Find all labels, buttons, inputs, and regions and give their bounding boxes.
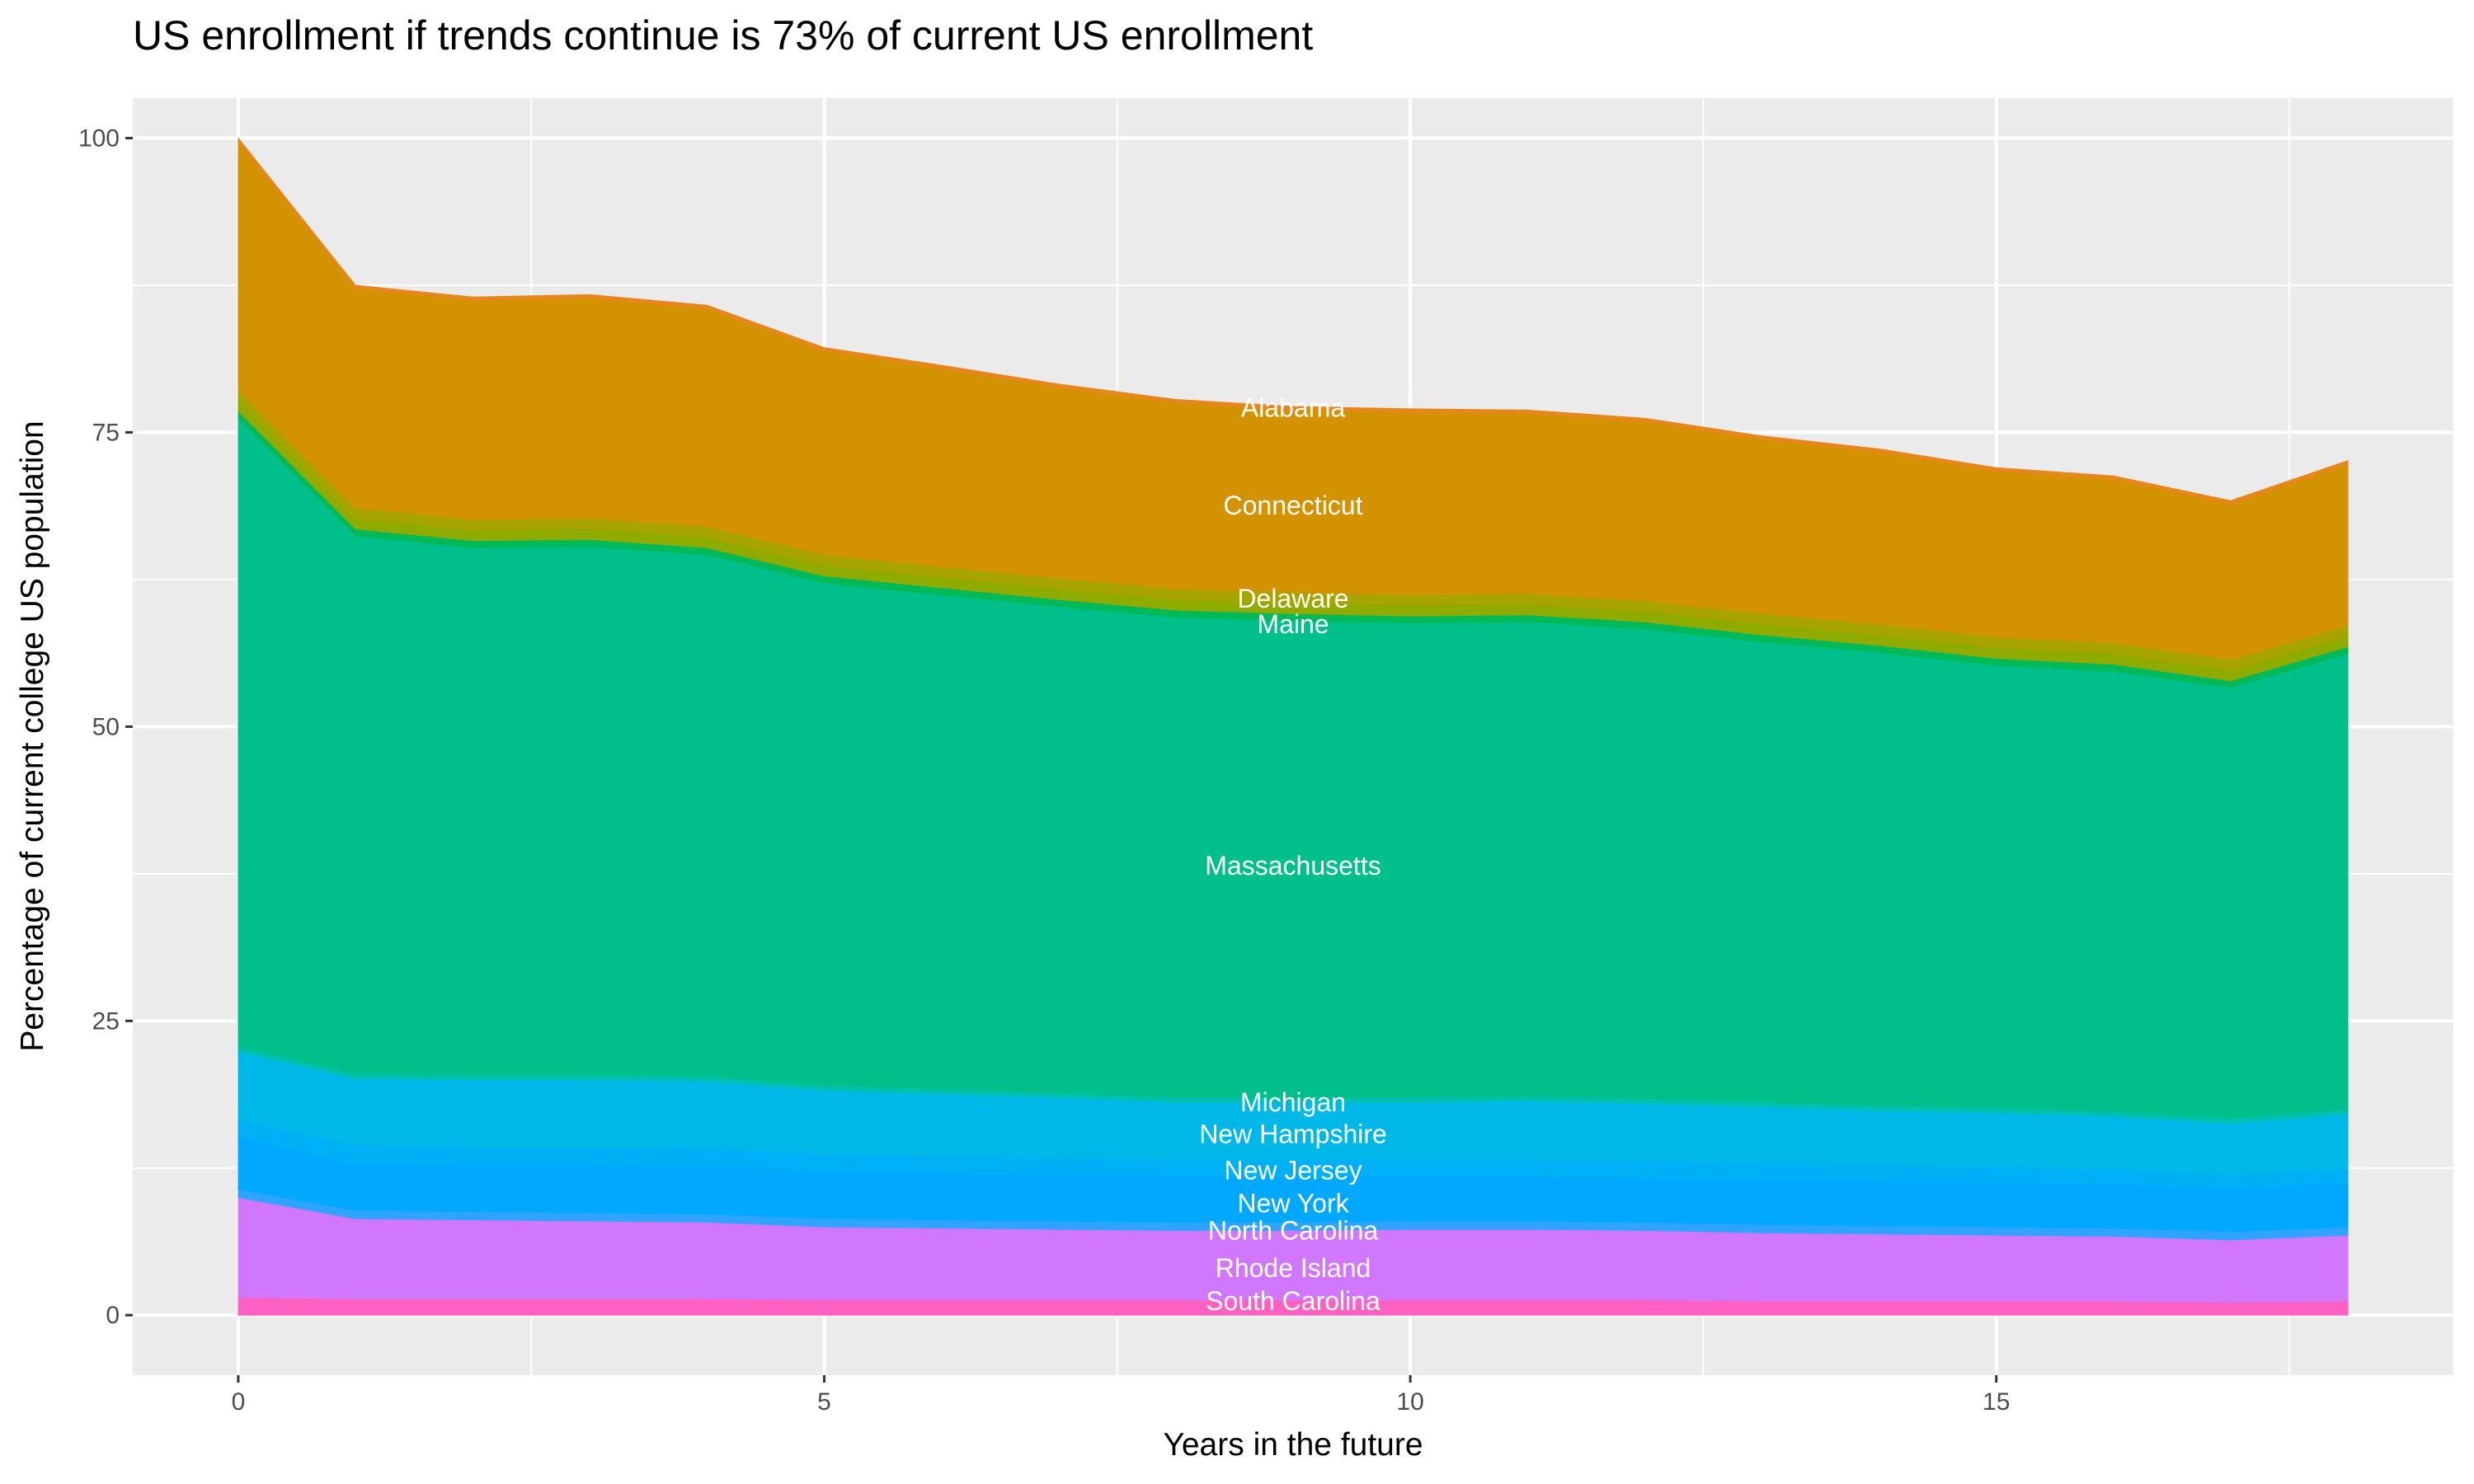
x-axis-label: Years in the future bbox=[1163, 1427, 1423, 1463]
area-other bbox=[238, 137, 2349, 505]
y-tick-label: 100 bbox=[78, 125, 120, 153]
x-tick-label: 5 bbox=[817, 1388, 831, 1416]
area-label: New Jersey bbox=[1224, 1156, 1362, 1186]
y-tick-label: 0 bbox=[106, 1302, 120, 1329]
y-axis-label: Percentage of current college US populat… bbox=[15, 420, 50, 1051]
y-tick-label: 25 bbox=[92, 1007, 120, 1035]
area-label: North Carolina bbox=[1208, 1215, 1379, 1245]
area-label: Connecticut bbox=[1224, 491, 1363, 520]
area-label: Delaware bbox=[1237, 584, 1348, 613]
x-tick-label: 10 bbox=[1396, 1388, 1423, 1416]
y-tick-label: 50 bbox=[92, 713, 120, 740]
area-label: New Hampshire bbox=[1199, 1119, 1387, 1148]
axis-ticks: 0 5 10 15 0 25 50 75 100 bbox=[78, 125, 2010, 1416]
area-label: Michigan bbox=[1240, 1087, 1346, 1117]
chart-title: US enrollment if trends continue is 73% … bbox=[133, 12, 1313, 59]
area-label: Maine bbox=[1257, 609, 1329, 639]
area-label: Rhode Island bbox=[1216, 1253, 1371, 1283]
x-tick-label: 15 bbox=[1982, 1388, 2010, 1416]
area-label: New York bbox=[1237, 1189, 1349, 1219]
y-tick-label: 75 bbox=[92, 419, 120, 446]
area-label: Massachusetts bbox=[1205, 851, 1380, 881]
area-label: Alabama bbox=[1241, 392, 1346, 422]
area-label: South Carolina bbox=[1206, 1286, 1380, 1316]
area-layers bbox=[238, 137, 2349, 1316]
x-tick-label: 0 bbox=[232, 1388, 246, 1416]
